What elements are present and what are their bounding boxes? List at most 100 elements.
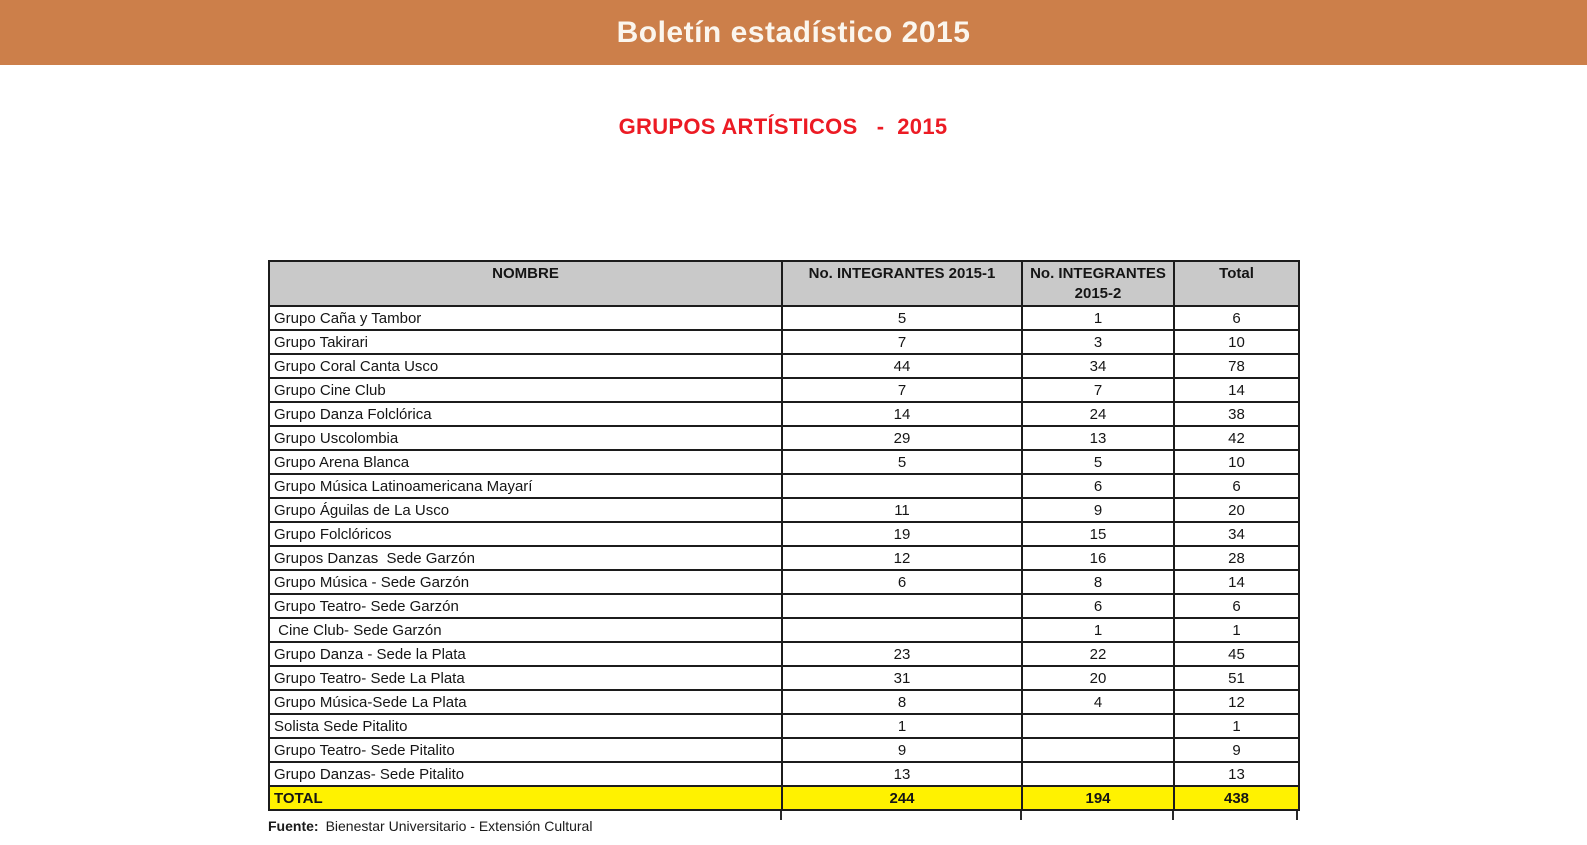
value-cell: 1 xyxy=(1021,617,1175,643)
table-row: Grupo Música - Sede Garzón 6 8 14 xyxy=(268,569,1300,595)
value-cell xyxy=(1021,737,1175,763)
total-sum-cell: 438 xyxy=(1173,785,1300,811)
value-cell xyxy=(781,617,1023,643)
value-cell: 3 xyxy=(1021,329,1175,355)
value-cell: 20 xyxy=(1021,665,1175,691)
col-header-integrantes-2015-2: No. INTEGRANTES 2015-2 xyxy=(1021,260,1175,307)
value-cell: 12 xyxy=(781,545,1023,571)
col-header-integrantes-2015-1: No. INTEGRANTES 2015-1 xyxy=(781,260,1023,307)
table-row: Grupo Folclóricos 19 15 34 xyxy=(268,521,1300,547)
group-name-cell: Grupo Danza Folclórica xyxy=(268,401,783,427)
group-name-cell: Grupo Teatro- Sede Garzón xyxy=(268,593,783,619)
value-cell: 7 xyxy=(1021,377,1175,403)
total-label-cell: TOTAL xyxy=(268,785,783,811)
value-cell: 14 xyxy=(1173,377,1300,403)
value-cell: 8 xyxy=(1021,569,1175,595)
value-cell: 42 xyxy=(1173,425,1300,451)
value-cell: 7 xyxy=(781,377,1023,403)
group-name-cell: Grupo Takirari xyxy=(268,329,783,355)
page-header-band: Boletín estadístico 2015 xyxy=(0,0,1587,65)
total-2015-2-cell: 194 xyxy=(1021,785,1175,811)
value-cell: 78 xyxy=(1173,353,1300,379)
source-note: Fuente: Bienestar Universitario - Extensi… xyxy=(268,818,592,834)
table-row: Solista Sede Pitalito 1 1 xyxy=(268,713,1300,739)
value-cell: 16 xyxy=(1021,545,1175,571)
group-name-cell: Grupo Teatro- Sede Pitalito xyxy=(268,737,783,763)
value-cell: 7 xyxy=(781,329,1023,355)
value-cell: 19 xyxy=(781,521,1023,547)
value-cell: 6 xyxy=(1173,305,1300,331)
table-row: Grupo Caña y Tambor 5 1 6 xyxy=(268,305,1300,331)
group-name-cell: Grupo Teatro- Sede La Plata xyxy=(268,665,783,691)
table-row: Grupo Cine Club 7 7 14 xyxy=(268,377,1300,403)
table-row: Grupo Danza Folclórica 14 24 38 xyxy=(268,401,1300,427)
value-cell: 5 xyxy=(1021,449,1175,475)
group-name-cell: Grupo Música-Sede La Plata xyxy=(268,689,783,715)
col-header-nombre: NOMBRE xyxy=(268,260,783,307)
table-row: Grupo Música Latinoamericana Mayarí 6 6 xyxy=(268,473,1300,499)
value-cell: 45 xyxy=(1173,641,1300,667)
value-cell: 9 xyxy=(1173,737,1300,763)
table-row: Grupos Danzas Sede Garzón 12 16 28 xyxy=(268,545,1300,571)
value-cell: 20 xyxy=(1173,497,1300,523)
table-row: Grupo Águilas de La Usco 11 9 20 xyxy=(268,497,1300,523)
col-header-total: Total xyxy=(1173,260,1300,307)
value-cell: 15 xyxy=(1021,521,1175,547)
group-name-cell: Cine Club- Sede Garzón xyxy=(268,617,783,643)
value-cell: 22 xyxy=(1021,641,1175,667)
table-row: Grupo Teatro- Sede Pitalito 9 9 xyxy=(268,737,1300,763)
value-cell: 34 xyxy=(1021,353,1175,379)
group-name-cell: Grupo Caña y Tambor xyxy=(268,305,783,331)
group-name-cell: Grupo Águilas de La Usco xyxy=(268,497,783,523)
table-row: Grupo Coral Canta Usco 44 34 78 xyxy=(268,353,1300,379)
grid-stub xyxy=(1296,811,1298,820)
value-cell: 51 xyxy=(1173,665,1300,691)
value-cell: 31 xyxy=(781,665,1023,691)
value-cell: 6 xyxy=(1173,593,1300,619)
value-cell: 1 xyxy=(1173,617,1300,643)
value-cell: 5 xyxy=(781,305,1023,331)
total-row: TOTAL 244 194 438 xyxy=(268,785,1300,811)
table-header-row: NOMBRE No. INTEGRANTES 2015-1 No. INTEGR… xyxy=(268,260,1300,307)
group-name-cell: Grupos Danzas Sede Garzón xyxy=(268,545,783,571)
value-cell: 34 xyxy=(1173,521,1300,547)
value-cell xyxy=(1021,761,1175,787)
groups-table-wrap: NOMBRE No. INTEGRANTES 2015-1 No. INTEGR… xyxy=(268,260,1300,820)
value-cell xyxy=(781,593,1023,619)
value-cell: 6 xyxy=(1021,593,1175,619)
value-cell: 1 xyxy=(781,713,1023,739)
section-title: GRUPOS ARTÍSTICOS - 2015 xyxy=(618,114,948,139)
value-cell: 38 xyxy=(1173,401,1300,427)
value-cell: 23 xyxy=(781,641,1023,667)
value-cell: 9 xyxy=(781,737,1023,763)
group-name-cell: Grupo Música Latinoamericana Mayarí xyxy=(268,473,783,499)
value-cell: 12 xyxy=(1173,689,1300,715)
table-row: Grupo Teatro- Sede Garzón 6 6 xyxy=(268,593,1300,619)
value-cell: 14 xyxy=(1173,569,1300,595)
grid-stub xyxy=(1020,811,1022,820)
group-name-cell: Grupo Cine Club xyxy=(268,377,783,403)
value-cell xyxy=(781,473,1023,499)
group-name-cell: Grupo Coral Canta Usco xyxy=(268,353,783,379)
group-name-cell: Grupo Danzas- Sede Pitalito xyxy=(268,761,783,787)
value-cell: 4 xyxy=(1021,689,1175,715)
table-row: Grupo Danzas- Sede Pitalito 13 13 xyxy=(268,761,1300,787)
value-cell: 6 xyxy=(781,569,1023,595)
value-cell: 44 xyxy=(781,353,1023,379)
groups-table: NOMBRE No. INTEGRANTES 2015-1 No. INTEGR… xyxy=(268,260,1300,811)
total-2015-1-cell: 244 xyxy=(781,785,1023,811)
grid-stub xyxy=(780,811,782,820)
value-cell: 1 xyxy=(1021,305,1175,331)
value-cell: 10 xyxy=(1173,449,1300,475)
group-name-cell: Solista Sede Pitalito xyxy=(268,713,783,739)
value-cell: 6 xyxy=(1021,473,1175,499)
value-cell: 11 xyxy=(781,497,1023,523)
value-cell: 29 xyxy=(781,425,1023,451)
value-cell: 24 xyxy=(1021,401,1175,427)
value-cell: 8 xyxy=(781,689,1023,715)
table-row: Cine Club- Sede Garzón 1 1 xyxy=(268,617,1300,643)
group-name-cell: Grupo Música - Sede Garzón xyxy=(268,569,783,595)
group-name-cell: Grupo Uscolombia xyxy=(268,425,783,451)
grid-stub xyxy=(1172,811,1174,820)
